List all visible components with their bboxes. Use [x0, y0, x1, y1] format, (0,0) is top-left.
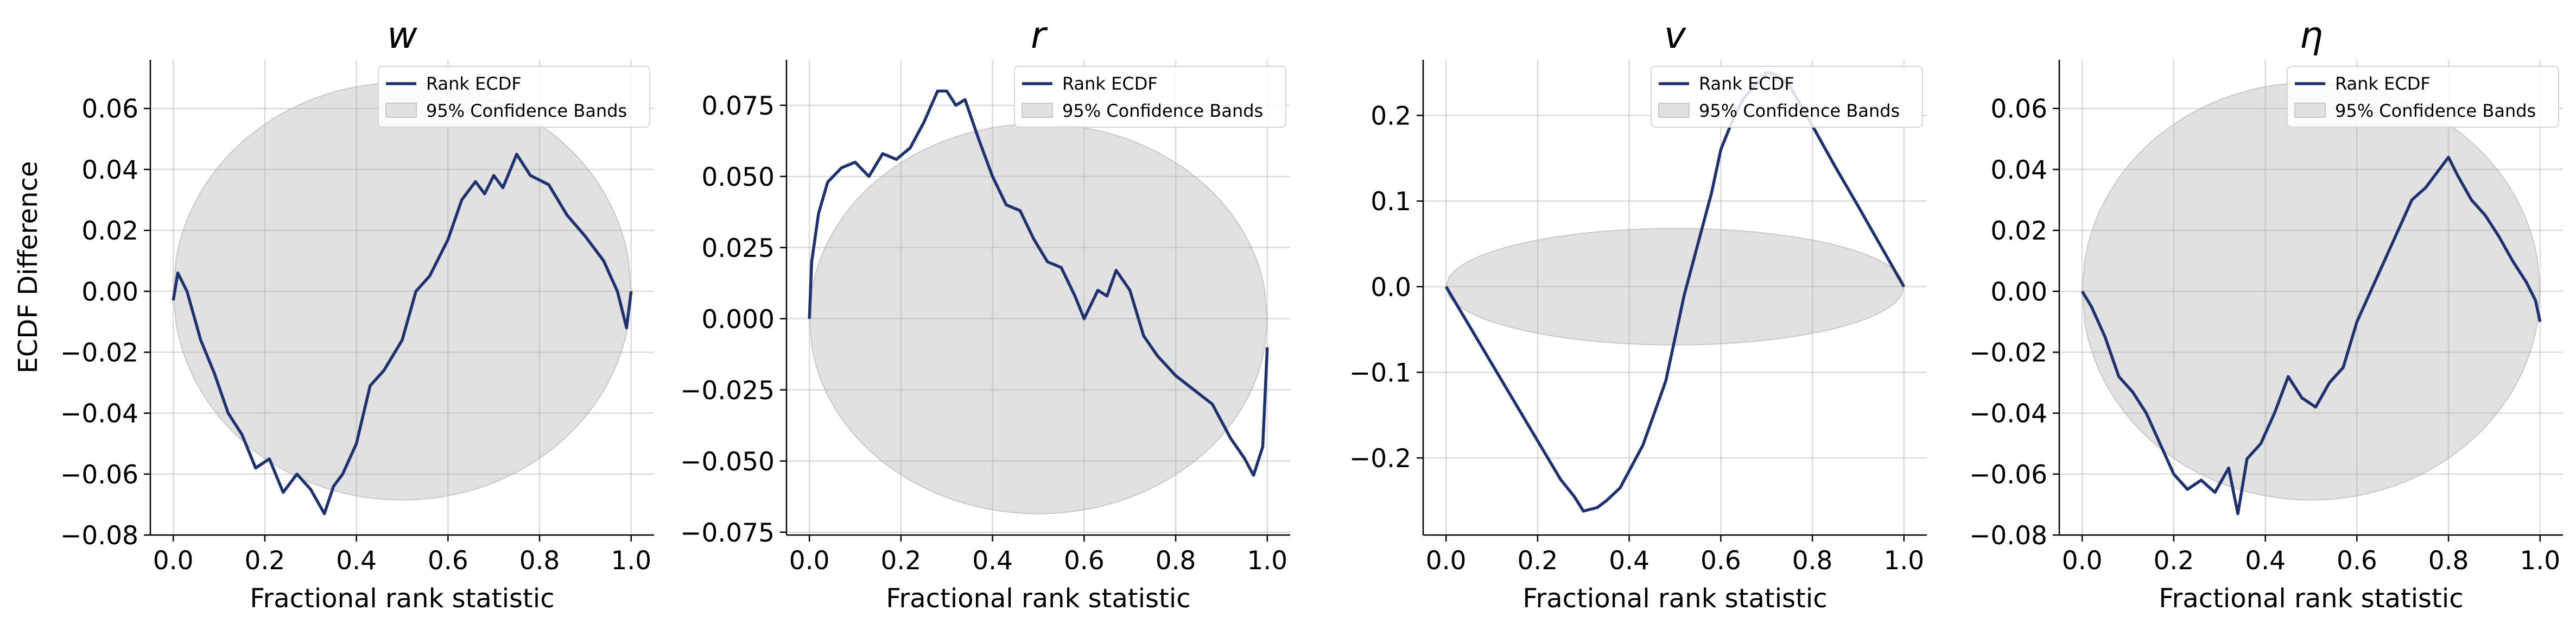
y-tick-label: −0.06 [60, 460, 138, 490]
x-tick-label: 0.4 [1609, 546, 1649, 576]
x-tick-label: 1.0 [2520, 546, 2560, 576]
panel-title: r [1031, 14, 1048, 57]
x-axis-label: Fractional rank statistic [250, 583, 554, 614]
panel-title: v [1664, 14, 1687, 57]
y-tick-label: −0.02 [60, 338, 138, 368]
x-tick-label: 1.0 [1883, 546, 1924, 576]
legend-band-label: 95% Confidence Bands [426, 100, 627, 121]
chart-panel-1: 0.0 0.2 0.4 0.6 0.8 1.0 −0.08 −0.06 −0.04 −0.02 0.… [60, 14, 654, 614]
chart-panel-4: 0.0 0.2 0.4 0.6 0.8 1.0 −0.08 −0.06 −0.04 −0.02 0.… [1969, 14, 2563, 614]
rank-ecdf-line [2080, 155, 2542, 515]
legend: Rank ECDF 95% Confidence Bands [1014, 66, 1286, 128]
x-tick-label: 0.8 [1792, 546, 1833, 576]
y-tick-label: 0.025 [701, 234, 775, 263]
x-tick-label: 0.0 [1426, 546, 1467, 576]
x-tick-label: 0.2 [881, 546, 922, 576]
legend: Rank ECDF 95% Confidence Bands [2287, 66, 2559, 128]
panel-title: η [2299, 14, 2323, 57]
rank-ecdf-line [808, 89, 1269, 477]
chart-panel-3: 0.0 0.2 0.4 0.6 0.8 1.0 −0.2 −0.1 0.0 0.1 0.2 v Frac… [1349, 14, 1927, 614]
x-tick-label: 0.0 [2062, 546, 2103, 576]
legend-box [2287, 66, 2559, 128]
y-tick-label: −0.1 [1349, 358, 1411, 388]
y-tick-label: −0.06 [1969, 460, 2047, 490]
legend-band-swatch [1658, 103, 1690, 118]
x-tick-label: 0.0 [153, 546, 194, 576]
y-tick-label: 0.000 [701, 305, 775, 335]
x-axis-label: Fractional rank statistic [1522, 583, 1827, 614]
x-tick-label: 0.0 [789, 546, 830, 576]
x-tick-label: 0.8 [519, 546, 560, 576]
x-tick-label: 0.2 [1518, 546, 1558, 576]
y-axis-label: ECDF Difference [13, 161, 43, 373]
legend-band-swatch [2294, 103, 2326, 118]
y-tick-label: −0.08 [60, 521, 138, 551]
legend-band-label: 95% Confidence Bands [1699, 100, 1900, 121]
x-tick-label: 0.6 [428, 546, 468, 576]
x-tick-label: 0.4 [972, 546, 1013, 576]
y-tick-label: 0.075 [701, 91, 775, 121]
y-tick-label: −0.025 [680, 376, 775, 406]
x-tick-label: 0.8 [1156, 546, 1196, 576]
y-tick-label: −0.050 [680, 447, 775, 477]
panels: 0.0 0.2 0.4 0.6 0.8 1.0 −0.08 −0.06 −0.04 −0.02 0.… [60, 14, 2563, 614]
legend-band-label: 95% Confidence Bands [1062, 100, 1263, 121]
y-tick-label: 0.2 [1371, 101, 1411, 131]
x-axis-label: Fractional rank statistic [886, 583, 1190, 614]
legend-box [1014, 66, 1286, 128]
y-tick-label: 0.06 [1990, 95, 2047, 124]
legend-band-swatch [1021, 103, 1053, 118]
legend-line-label: Rank ECDF [1699, 73, 1794, 94]
chart-panel-2: 0.0 0.2 0.4 0.6 0.8 1.0 −0.075 −0.050 −0.025 0.00… [680, 14, 1290, 614]
y-tick-label: −0.02 [1969, 338, 2047, 368]
y-tick-label: 0.04 [1990, 155, 2047, 185]
x-tick-label: 0.6 [1064, 546, 1105, 576]
legend: Rank ECDF 95% Confidence Bands [1651, 66, 1923, 128]
x-tick-label: 0.6 [1701, 546, 1741, 576]
y-tick-label: 0.06 [81, 95, 138, 124]
x-axis-label: Fractional rank statistic [2159, 583, 2463, 614]
y-tick-label: 0.02 [81, 216, 138, 246]
legend: Rank ECDF 95% Confidence Bands [378, 66, 650, 128]
rank-ecdf-line [172, 153, 633, 515]
y-tick-label: 0.00 [81, 277, 138, 307]
x-tick-label: 1.0 [611, 546, 651, 576]
y-tick-label: 0.0 [1371, 273, 1411, 303]
legend-band-label: 95% Confidence Bands [2335, 100, 2536, 121]
y-tick-label: 0.04 [81, 155, 138, 185]
y-tick-label: 0.1 [1371, 187, 1411, 217]
x-tick-label: 1.0 [1247, 546, 1287, 576]
x-tick-label: 0.4 [336, 546, 377, 576]
y-tick-label: −0.04 [60, 399, 138, 429]
panel-title: w [387, 14, 417, 57]
legend-line-label: Rank ECDF [1062, 73, 1158, 94]
y-tick-label: −0.075 [680, 518, 775, 548]
x-tick-label: 0.4 [2245, 546, 2286, 576]
legend-box [378, 66, 650, 128]
y-tick-label: −0.08 [1969, 521, 2047, 551]
y-tick-label: −0.04 [1969, 399, 2047, 429]
legend-band-swatch [385, 103, 417, 118]
y-tick-label: 0.02 [1990, 216, 2047, 246]
x-tick-label: 0.8 [2428, 546, 2469, 576]
confidence-band [809, 123, 1268, 514]
y-tick-label: 0.050 [701, 162, 775, 192]
x-tick-label: 0.6 [2337, 546, 2377, 576]
legend-box [1651, 66, 1923, 128]
x-tick-label: 0.2 [245, 546, 285, 576]
y-tick-label: 0.00 [1990, 277, 2047, 307]
legend-line-label: Rank ECDF [2335, 73, 2431, 94]
x-tick-label: 0.2 [2154, 546, 2194, 576]
legend-line-label: Rank ECDF [426, 73, 522, 94]
y-tick-label: −0.2 [1349, 444, 1411, 474]
